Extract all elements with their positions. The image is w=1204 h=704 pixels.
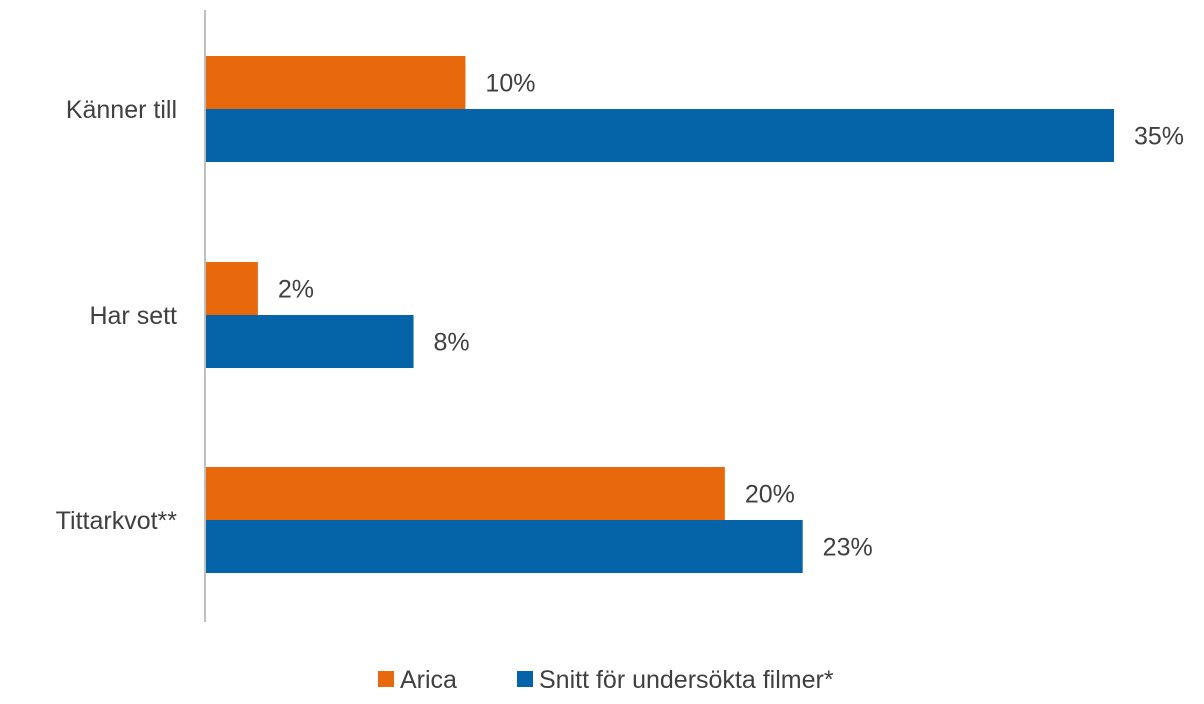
legend-label-arica: Arica [400,666,457,694]
legend-label-snitt: Snitt för undersökta filmer* [539,666,834,694]
bar-arica-2 [206,467,725,520]
category-label-1: Har sett [89,302,177,330]
legend: Arica Snitt för undersökta filmer* [378,666,834,694]
value-labels-layer: 10% 35% 2% 8% 20% 23% [278,70,1184,562]
value-label-snitt-2: 23% [823,534,873,562]
bar-snitt-1 [206,315,414,368]
value-label-arica-2: 20% [745,481,795,509]
bar-snitt-0 [206,109,1114,162]
bar-snitt-2 [206,520,803,573]
bar-arica-0 [206,56,466,109]
value-label-arica-1: 2% [278,276,314,304]
category-label-0: Känner till [66,96,177,124]
value-label-arica-0: 10% [485,70,535,98]
value-label-snitt-0: 35% [1134,123,1184,151]
legend-swatch-snitt [517,671,533,687]
legend-swatch-arica [378,671,394,687]
category-labels-layer: Känner till Har sett Tittarkvot** [56,96,178,535]
bar-arica-1 [206,262,258,315]
category-label-2: Tittarkvot** [56,507,178,535]
value-label-snitt-1: 8% [434,329,470,357]
bars-layer [206,56,1114,573]
